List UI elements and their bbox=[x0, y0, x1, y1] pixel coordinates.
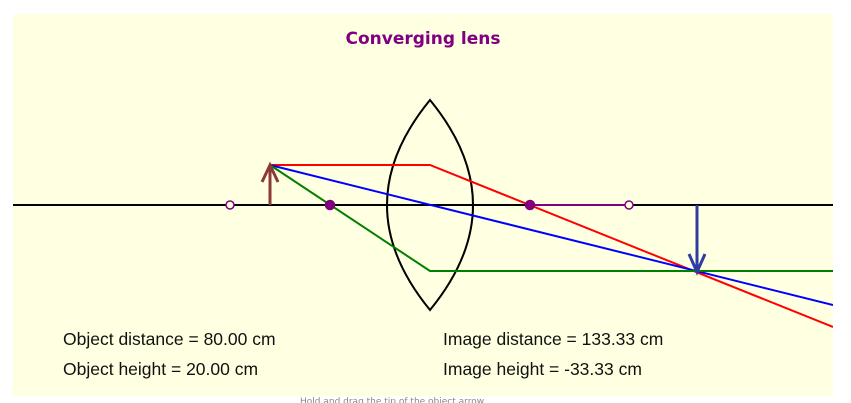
diagram-title: Converging lens bbox=[345, 29, 501, 49]
object-distance-readout: Object distance = 80.00 cm bbox=[63, 329, 276, 349]
image-arrow bbox=[687, 205, 707, 276]
ray-center-blue bbox=[269, 164, 833, 306]
object-height-readout: Object height = 20.00 cm bbox=[63, 359, 259, 379]
optics-diagram[interactable] bbox=[13, 14, 833, 396]
image-height-readout: Image height = -33.33 cm bbox=[443, 359, 642, 379]
ray-focal-green bbox=[269, 164, 833, 272]
simulation-panel: Converging lens Object distance = 80.00 bbox=[13, 14, 833, 396]
ray-parallel-red bbox=[270, 164, 833, 328]
drag-hint: Hold and drag the tip of the object arro… bbox=[300, 397, 485, 403]
object-arrow[interactable] bbox=[260, 161, 280, 205]
focal-point-f-left bbox=[324, 199, 336, 211]
image-distance-readout: Image distance = 133.33 cm bbox=[443, 329, 664, 349]
focal-point-2f-left bbox=[225, 200, 235, 210]
focal-point-f-right bbox=[524, 199, 536, 211]
focal-point-2f-right bbox=[624, 200, 634, 210]
